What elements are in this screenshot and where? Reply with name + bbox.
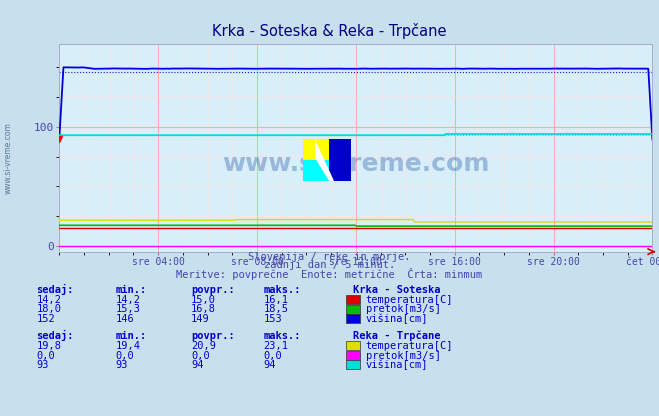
Text: 93: 93 <box>115 360 128 370</box>
Text: 15,3: 15,3 <box>115 305 140 314</box>
Text: 93: 93 <box>36 360 49 370</box>
Bar <box>303 139 330 160</box>
Bar <box>330 139 351 181</box>
Text: višina[cm]: višina[cm] <box>366 360 428 370</box>
Text: www.si-vreme.com: www.si-vreme.com <box>4 122 13 194</box>
Polygon shape <box>315 139 334 181</box>
Text: 0,0: 0,0 <box>264 351 282 361</box>
Text: temperatura[C]: temperatura[C] <box>366 295 453 305</box>
Text: Krka - Soteska: Krka - Soteska <box>353 285 440 295</box>
Text: 0,0: 0,0 <box>191 351 210 361</box>
Text: 20,9: 20,9 <box>191 341 216 351</box>
Text: 14,2: 14,2 <box>115 295 140 305</box>
Text: 94: 94 <box>191 360 204 370</box>
Text: sedaj:: sedaj: <box>36 284 74 295</box>
Text: Krka - Soteska & Reka - Trpčane: Krka - Soteska & Reka - Trpčane <box>212 23 447 39</box>
Text: pretok[m3/s]: pretok[m3/s] <box>366 351 441 361</box>
Bar <box>303 160 330 181</box>
Text: 18,5: 18,5 <box>264 305 289 314</box>
Text: maks.:: maks.: <box>264 285 301 295</box>
Text: Slovenija / reke in morje.: Slovenija / reke in morje. <box>248 252 411 262</box>
Text: 16,8: 16,8 <box>191 305 216 314</box>
Text: Meritve: povprečne  Enote: metrične  Črta: minmum: Meritve: povprečne Enote: metrične Črta:… <box>177 268 482 280</box>
Text: 149: 149 <box>191 314 210 324</box>
Text: povpr.:: povpr.: <box>191 285 235 295</box>
Text: 0,0: 0,0 <box>36 351 55 361</box>
Text: 152: 152 <box>36 314 55 324</box>
Text: pretok[m3/s]: pretok[m3/s] <box>366 305 441 314</box>
Text: 19,4: 19,4 <box>115 341 140 351</box>
Text: maks.:: maks.: <box>264 331 301 341</box>
Text: min.:: min.: <box>115 285 146 295</box>
Text: 146: 146 <box>115 314 134 324</box>
Text: www.si-vreme.com: www.si-vreme.com <box>222 152 490 176</box>
Text: Reka - Trpčane: Reka - Trpčane <box>353 331 440 341</box>
Text: 19,8: 19,8 <box>36 341 61 351</box>
Text: sedaj:: sedaj: <box>36 330 74 341</box>
Text: temperatura[C]: temperatura[C] <box>366 341 453 351</box>
Text: 15,0: 15,0 <box>191 295 216 305</box>
Text: zadnji dan / 5 minut.: zadnji dan / 5 minut. <box>264 260 395 270</box>
Text: 14,2: 14,2 <box>36 295 61 305</box>
Text: 94: 94 <box>264 360 276 370</box>
Text: 23,1: 23,1 <box>264 341 289 351</box>
Text: min.:: min.: <box>115 331 146 341</box>
Text: 18,0: 18,0 <box>36 305 61 314</box>
Text: 153: 153 <box>264 314 282 324</box>
Text: 16,1: 16,1 <box>264 295 289 305</box>
Text: višina[cm]: višina[cm] <box>366 314 428 324</box>
Text: povpr.:: povpr.: <box>191 331 235 341</box>
Text: 0,0: 0,0 <box>115 351 134 361</box>
